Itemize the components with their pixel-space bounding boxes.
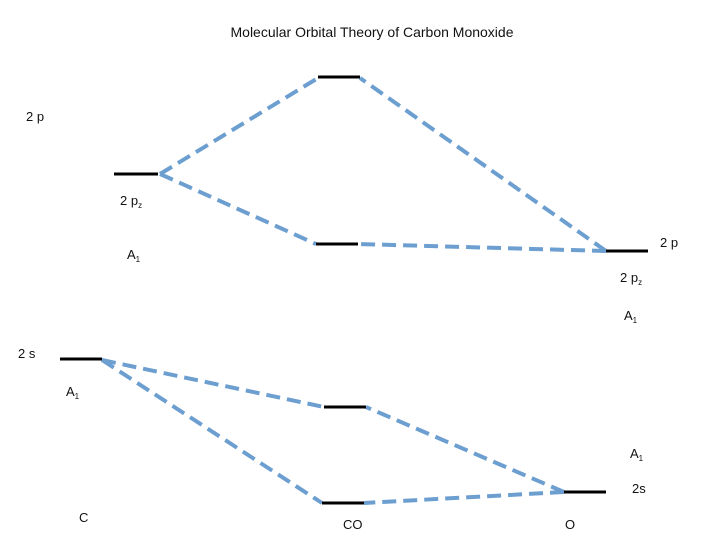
atom-o-label: O <box>565 517 576 532</box>
c-a1-lower-label: A1 <box>66 384 80 401</box>
connector-o2p-to-co-antibonding <box>358 76 608 253</box>
connector-c2s-to-co-bonding <box>100 358 324 505</box>
connector-o2s-to-co-bonding <box>363 490 565 505</box>
energy-levels <box>60 75 648 505</box>
c-2p-label: 2 p <box>26 109 45 124</box>
connector-o2p-to-co-bonding <box>357 242 607 253</box>
o-a1-lower-label: A1 <box>630 446 644 463</box>
connectors <box>100 76 608 505</box>
o-2p-label: 2 p <box>660 235 679 250</box>
connector-o2s-to-co-antibonding <box>365 405 565 494</box>
o-2pz-label: 2 pz <box>620 270 643 287</box>
c-2s-label: 2 s <box>18 346 36 361</box>
atom-c-label: C <box>79 510 89 525</box>
c-2pz-label: 2 pz <box>120 193 143 210</box>
c-a1-upper-label: A1 <box>127 247 141 264</box>
o-2s-label: 2s <box>632 481 646 496</box>
atom-co-label: CO <box>343 517 363 532</box>
diagram-title: Molecular Orbital Theory of Carbon Monox… <box>230 24 514 40</box>
connector-c2s-to-co-antibonding <box>101 358 325 409</box>
connector-c2p-to-co-antibonding <box>158 76 320 176</box>
connector-c2p-to-co-bonding <box>159 172 317 246</box>
o-a1-upper-label: A1 <box>624 308 638 325</box>
